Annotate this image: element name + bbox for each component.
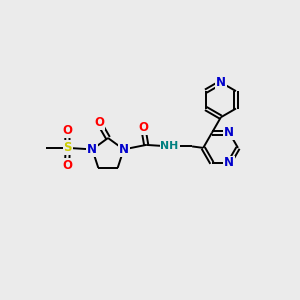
- Text: S: S: [64, 141, 72, 154]
- Text: N: N: [216, 76, 226, 89]
- Text: N: N: [119, 143, 129, 156]
- Text: N: N: [87, 143, 97, 156]
- Text: O: O: [94, 116, 104, 129]
- Text: N: N: [224, 157, 234, 169]
- Text: NH: NH: [160, 141, 179, 152]
- Text: O: O: [62, 159, 72, 172]
- Text: O: O: [62, 124, 72, 137]
- Text: O: O: [138, 121, 148, 134]
- Text: N: N: [224, 126, 234, 139]
